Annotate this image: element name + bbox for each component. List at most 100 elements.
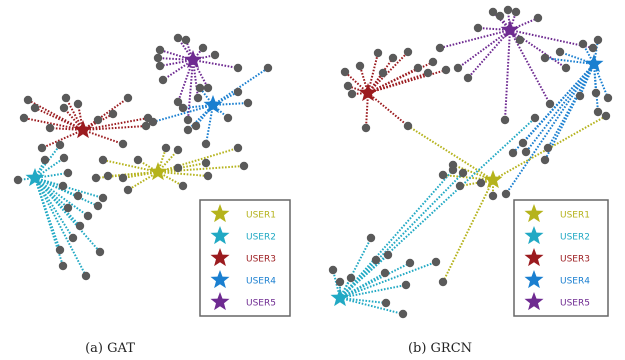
item-node [178,103,188,113]
item-node [515,35,525,45]
item-node [183,125,193,135]
item-node [30,103,40,113]
user2-edge [34,177,87,277]
user2-edge [339,172,464,299]
user3-edge [367,52,379,94]
user3-edge [365,92,369,129]
item-node [91,173,101,183]
user4-edge [512,63,595,154]
user4-edge [205,104,214,145]
item-node [591,88,601,98]
user1-edge [407,125,494,181]
item-node [195,83,205,93]
item-node [518,138,528,148]
item-node [593,107,603,117]
item-node [431,257,441,267]
user2-star-icon [330,288,350,307]
user1-star-icon [148,162,168,181]
item-node [58,261,68,271]
item-node [19,113,29,123]
item-node [588,43,598,53]
item-node [561,63,571,73]
item-node [155,45,165,55]
item-node [158,75,168,85]
item-node [455,181,465,191]
user3-edge [82,129,124,145]
user2-legend-label: USER2 [246,233,276,243]
user2-edge [339,297,387,304]
item-node [223,113,233,123]
item-node [98,193,108,203]
item-node [263,63,273,73]
user5-edge [177,59,194,103]
item-node [173,145,183,155]
user4-edge [544,63,595,161]
user4-legend-star-icon [524,270,544,289]
item-node [448,165,458,175]
panel-grcn: USER1 USER2 USER3 USER4 USER5 (b) GRCN [328,5,613,356]
user2-star-icon [25,168,45,187]
user1-edge [157,165,245,173]
item-node [93,115,103,125]
user2-edge [339,297,404,315]
user1-legend-star-icon [524,204,544,223]
user5-legend-star-icon [524,292,544,311]
item-node [463,73,473,83]
item-node [183,115,193,125]
user5-edge [177,37,194,61]
item-node [508,148,518,158]
user1-edge [122,171,159,179]
caption-gat: (a) GAT [85,341,135,356]
item-node [153,53,163,63]
item-node [511,7,521,17]
item-node [373,48,383,58]
user3-legend-label: USER3 [560,255,590,265]
item-node [545,99,555,109]
item-node [37,143,47,153]
item-node [401,280,411,290]
item-node [210,50,220,60]
item-node [476,178,486,188]
item-node [233,87,243,97]
user1-edge [157,147,239,173]
user5-edge [162,59,194,81]
user5-edge [159,59,194,67]
item-node [378,68,388,78]
user2-edge [339,272,386,299]
item-node [555,47,565,57]
item-node [239,161,249,171]
item-node [575,91,585,101]
item-node [340,67,350,77]
item-node [63,168,73,178]
item-node [380,268,390,278]
item-node [347,89,357,99]
item-node [458,168,468,178]
user5-star-icon [500,20,520,39]
item-node [73,191,83,201]
user4-edge [525,63,595,153]
item-node [355,61,365,71]
item-node [73,99,83,109]
item-node [93,201,103,211]
item-node [453,63,463,73]
item-node [118,139,128,149]
item-node [503,5,513,15]
users-grcn [330,20,604,307]
item-node [45,123,55,133]
user1-star-icon [483,170,503,189]
item-node [441,65,451,75]
item-node [413,63,423,73]
user1-edge [127,171,159,191]
user2-legend-label: USER2 [560,233,590,243]
item-node [108,109,118,119]
item-node [201,158,211,168]
user3-edge [344,71,369,94]
item-node [203,83,213,93]
item-node [63,203,73,213]
item-node [173,97,183,107]
caption-grcn: (b) GRCN [408,341,472,356]
user3-star-icon [73,120,93,139]
item-node [601,111,611,121]
item-node [540,53,550,63]
user3-edge [41,129,84,149]
